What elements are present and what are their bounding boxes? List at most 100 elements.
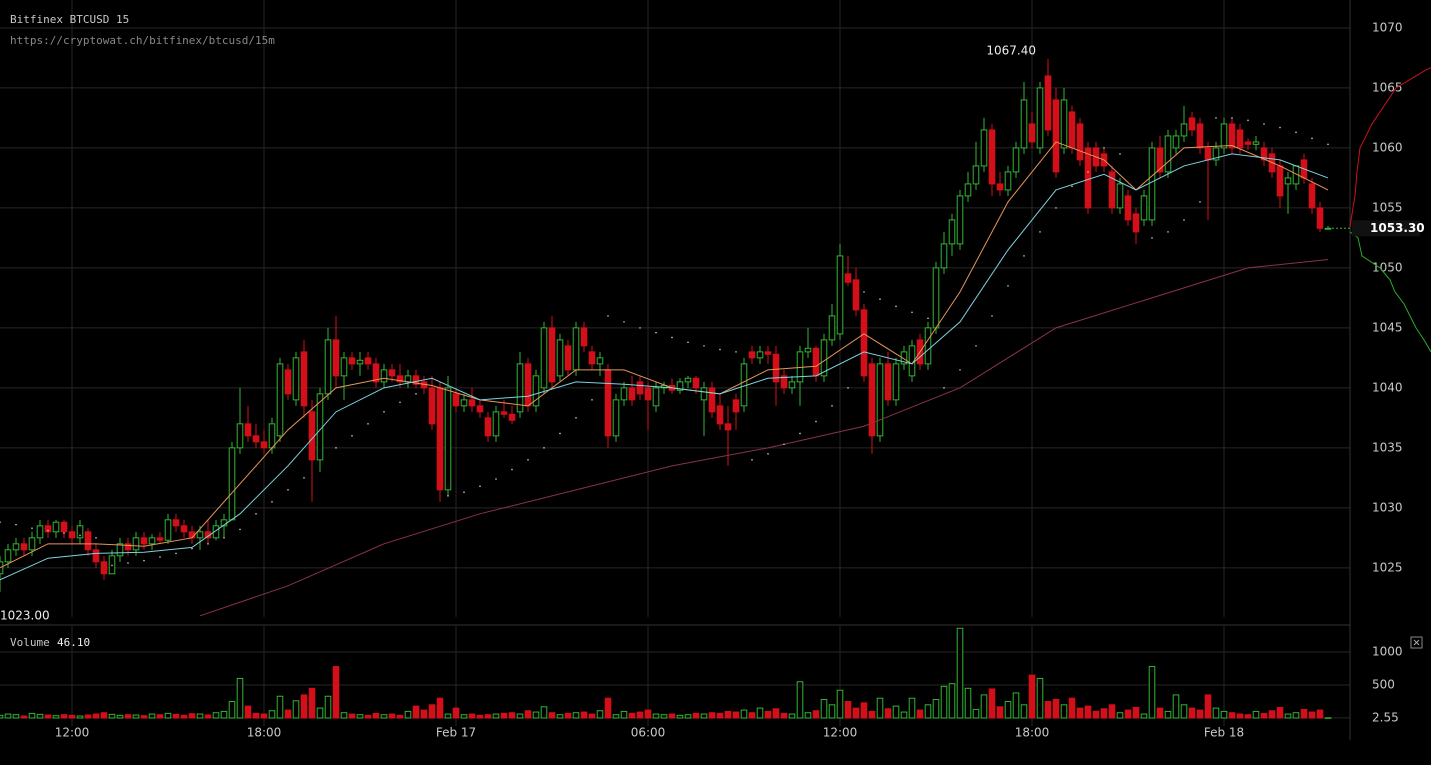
sar-dot — [95, 537, 97, 539]
close-button[interactable] — [1410, 636, 1423, 649]
volume-bar — [428, 704, 436, 719]
sar-dot — [943, 387, 945, 389]
low-label: 1023.00 — [0, 608, 50, 622]
candle-body — [68, 531, 76, 539]
last-price-label: 1053.30 — [1370, 221, 1425, 235]
volume-bar — [676, 714, 684, 719]
volume-bar — [1316, 709, 1324, 719]
candle-body — [12, 543, 20, 551]
candle-body — [564, 345, 572, 371]
volume-bar — [1004, 701, 1012, 719]
volume-bar — [900, 711, 908, 719]
volume-bar — [1052, 699, 1060, 719]
volume-bar — [188, 713, 196, 719]
volume-bar — [108, 713, 116, 719]
candle-body — [1132, 213, 1140, 233]
volume-bar — [852, 707, 860, 719]
candle-body — [1212, 147, 1220, 161]
candle-body — [1220, 123, 1228, 149]
candle-body — [100, 561, 108, 575]
candle-body — [876, 363, 884, 437]
candle-body — [1236, 129, 1244, 149]
volume-bar — [1108, 704, 1116, 719]
sar-dot — [1199, 201, 1201, 203]
y-tick-label: 2.55 — [1372, 710, 1399, 724]
volume-bar — [4, 713, 12, 719]
volume-bar — [476, 714, 484, 719]
volume-bar — [1020, 704, 1028, 719]
volume-bar — [764, 710, 772, 719]
volume-bar — [884, 708, 892, 719]
candle-body — [180, 525, 188, 533]
candle-body — [700, 387, 708, 401]
close-icon[interactable] — [1413, 639, 1420, 646]
volume-bar — [1300, 708, 1308, 719]
volume-bar — [916, 709, 924, 719]
volume-bar — [908, 697, 916, 719]
candle-body — [1044, 75, 1052, 131]
candle-body — [860, 309, 868, 377]
candle-body — [276, 363, 284, 437]
marks — [0, 59, 1332, 719]
volume-bar — [588, 713, 596, 719]
chart-url: https://cryptowat.ch/bitfinex/btcusd/15m — [10, 34, 275, 47]
y-tick-label: 1045 — [1372, 320, 1403, 334]
candle-body — [1004, 171, 1012, 191]
volume-bar — [492, 713, 500, 719]
volume-bar — [396, 714, 404, 719]
x-tick-label: 12:00 — [55, 726, 90, 740]
volume-bar — [692, 712, 700, 719]
candle-body — [556, 339, 564, 377]
volume-bar — [572, 712, 580, 719]
volume-bar — [540, 706, 548, 719]
sar-dot — [47, 529, 49, 532]
volume-bar — [948, 683, 956, 719]
volume-bar — [92, 713, 100, 719]
candle-body — [892, 363, 900, 401]
x-tick-label: Feb 17 — [436, 726, 476, 740]
indicator-line — [199, 258, 1329, 617]
sar-dot — [703, 345, 705, 347]
volume-bar — [348, 713, 356, 719]
volume-bar — [1124, 709, 1132, 719]
candle-body — [1276, 165, 1284, 197]
candle-body — [428, 387, 436, 425]
sar-dot — [1263, 123, 1265, 125]
x-tick-label: 12:00 — [823, 726, 858, 740]
candle-body — [1308, 183, 1316, 209]
candle-body — [684, 377, 692, 383]
candle-body — [676, 381, 684, 391]
candle-body — [212, 525, 220, 539]
candle-body — [28, 537, 36, 551]
candle-body — [1028, 123, 1036, 143]
x-tick-label: Feb 18 — [1204, 726, 1244, 740]
volume-bar — [1100, 708, 1108, 719]
volume-bar — [1156, 707, 1164, 719]
candle-body — [596, 357, 604, 365]
volume-bar — [892, 705, 900, 719]
volume-bar — [756, 707, 764, 719]
candle-body — [1260, 147, 1268, 161]
candle-body — [836, 255, 844, 335]
volume-bar — [372, 712, 380, 719]
sar-dot — [79, 534, 81, 537]
volume-bar — [996, 706, 1004, 719]
sar-dot — [399, 401, 401, 404]
sar-dot — [719, 348, 721, 351]
y-tick-label: 1000 — [1372, 645, 1403, 659]
volume-bar — [740, 709, 748, 719]
candle-body — [460, 399, 468, 407]
volume-bar — [44, 714, 52, 719]
candle-body — [44, 525, 52, 533]
candle-body — [996, 183, 1004, 191]
volume-bar — [1268, 710, 1276, 719]
volume-bar — [196, 713, 204, 719]
sar-dot — [1279, 126, 1281, 129]
volume-bar — [508, 712, 516, 719]
sar-dot — [1327, 143, 1329, 146]
volume-bar — [796, 681, 804, 719]
volume-bar — [1044, 701, 1052, 719]
candle-body — [364, 357, 372, 365]
y-tick-label: 1030 — [1372, 500, 1403, 514]
candle-body — [332, 339, 340, 377]
